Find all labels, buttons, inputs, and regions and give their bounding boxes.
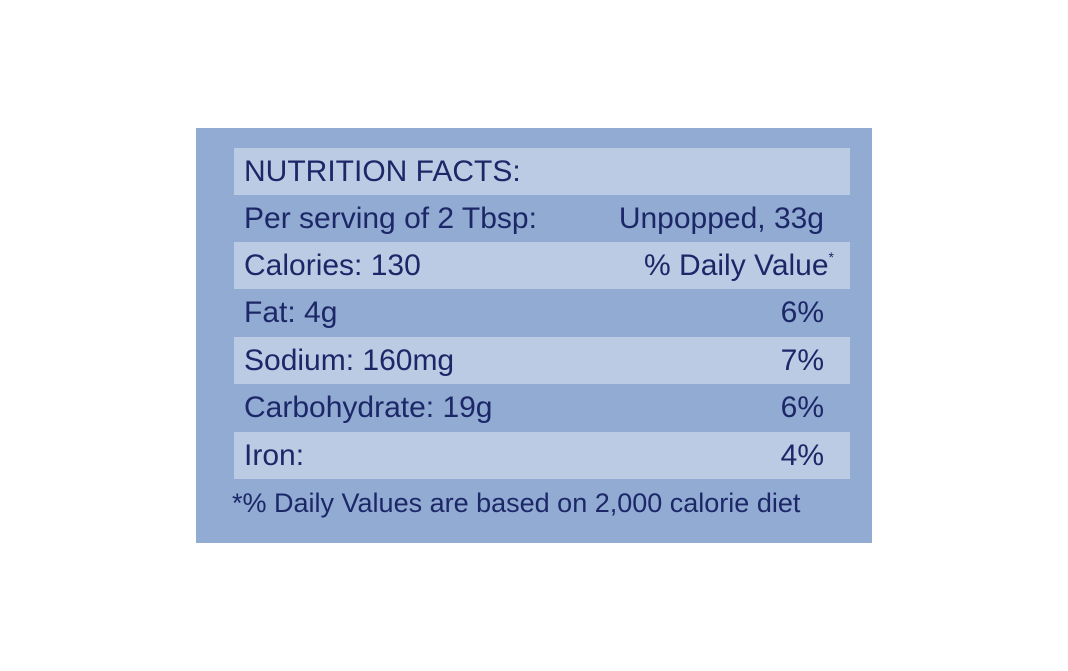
nutrient-row: Sodium: 160mg 7% xyxy=(234,336,850,384)
daily-value-text: % Daily Value xyxy=(644,249,829,282)
header-row: Calories: 130 % Daily Value* xyxy=(234,242,850,289)
nutrient-row: Iron: 4% xyxy=(234,431,850,479)
title-row: NUTRITION FACTS: xyxy=(234,148,850,195)
nutrient-row: Carbohydrate: 19g 6% xyxy=(234,384,850,431)
serving-row: Per serving of 2 Tbsp: Unpopped, 33g xyxy=(234,195,850,242)
nutrient-name: Carbohydrate: 19g xyxy=(244,391,493,424)
nutrient-row: Fat: 4g 6% xyxy=(234,289,850,336)
calories: Calories: 130 xyxy=(244,249,421,282)
nutrition-panel: NUTRITION FACTS: Per serving of 2 Tbsp: … xyxy=(196,128,872,543)
serving-amount: Unpopped, 33g xyxy=(618,202,824,235)
nutrient-name: Sodium: 160mg xyxy=(244,343,455,377)
nutrient-daily-value: 7% xyxy=(780,343,824,377)
nutrient-daily-value: 4% xyxy=(780,438,824,472)
serving-label: Per serving of 2 Tbsp: xyxy=(244,202,537,235)
nutrient-name: Fat: 4g xyxy=(244,296,338,329)
nutrient-name: Iron: xyxy=(244,438,305,472)
footnote: *% Daily Values are based on 2,000 calor… xyxy=(232,488,801,518)
nutrient-daily-value: 6% xyxy=(780,391,824,424)
daily-value-heading: % Daily Value* xyxy=(644,242,834,289)
title: NUTRITION FACTS: xyxy=(244,155,521,188)
footnote-marker: * xyxy=(828,249,834,265)
nutrient-daily-value: 6% xyxy=(780,296,824,329)
